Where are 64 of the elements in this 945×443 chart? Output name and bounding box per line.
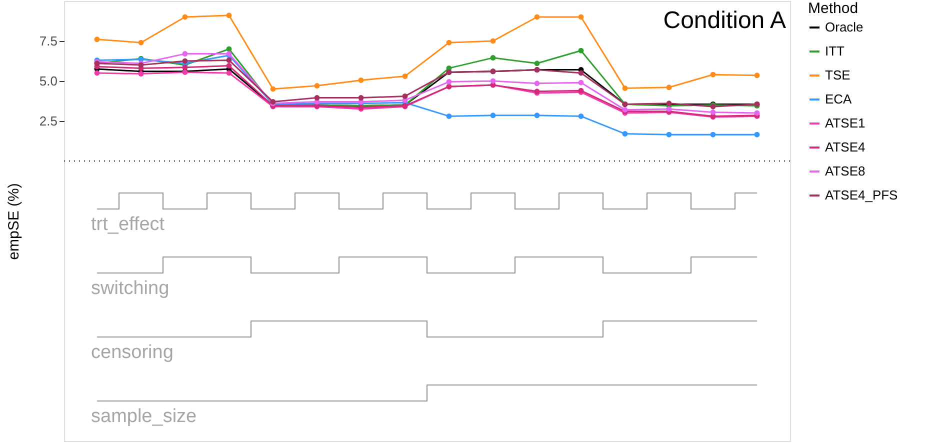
legend-label: ATSE4	[825, 140, 866, 154]
point	[138, 71, 144, 77]
point	[182, 51, 188, 57]
y-tick-label: 5.0	[39, 74, 58, 88]
y-tick-label: 7.5	[39, 34, 58, 48]
point	[402, 73, 408, 79]
point	[490, 55, 496, 61]
point	[666, 132, 672, 138]
point	[754, 132, 760, 138]
point	[666, 106, 672, 112]
point	[534, 80, 540, 86]
point	[226, 12, 232, 18]
point	[182, 58, 188, 64]
point	[754, 72, 760, 78]
point	[182, 14, 188, 20]
point	[314, 83, 320, 89]
point	[534, 60, 540, 66]
point	[226, 57, 232, 63]
legend-label: TSE	[825, 68, 851, 82]
point	[578, 113, 584, 119]
point	[490, 38, 496, 44]
point	[710, 109, 716, 115]
point	[446, 79, 452, 85]
y-tick-label: 2.5	[39, 114, 58, 128]
point	[226, 70, 232, 76]
point	[270, 86, 276, 92]
series-label: censoring	[91, 342, 174, 363]
point	[534, 112, 540, 118]
legend-label: Oracle	[825, 20, 864, 34]
point	[358, 77, 364, 83]
legend-label: ATSE1	[825, 116, 866, 130]
series-label: trt_effect	[91, 214, 166, 235]
point	[94, 70, 100, 76]
point	[578, 80, 584, 86]
annotation: Condition A	[663, 7, 786, 34]
point	[578, 70, 584, 76]
point	[446, 113, 452, 119]
point	[226, 63, 232, 69]
point	[710, 132, 716, 138]
point	[138, 40, 144, 46]
series-label: switching	[91, 278, 170, 299]
legend-label: ECA	[825, 92, 852, 106]
legend-label: ITT	[825, 44, 845, 58]
point	[578, 14, 584, 20]
point	[358, 95, 364, 101]
point	[578, 48, 584, 54]
point	[182, 64, 188, 70]
point	[666, 84, 672, 90]
legend-title: Method	[808, 0, 858, 17]
y-axis-title: empSE (%)	[5, 183, 22, 260]
point	[490, 78, 496, 84]
point	[402, 93, 408, 99]
point	[534, 14, 540, 20]
point	[490, 112, 496, 118]
point	[622, 85, 628, 91]
point	[446, 40, 452, 46]
legend-label: ATSE8	[825, 164, 866, 178]
point	[622, 131, 628, 137]
series-label: sample_size	[91, 406, 197, 427]
point	[314, 95, 320, 101]
point	[94, 36, 100, 42]
point	[710, 72, 716, 78]
legend-label: ATSE4_PFS	[825, 188, 898, 202]
point	[754, 110, 760, 116]
